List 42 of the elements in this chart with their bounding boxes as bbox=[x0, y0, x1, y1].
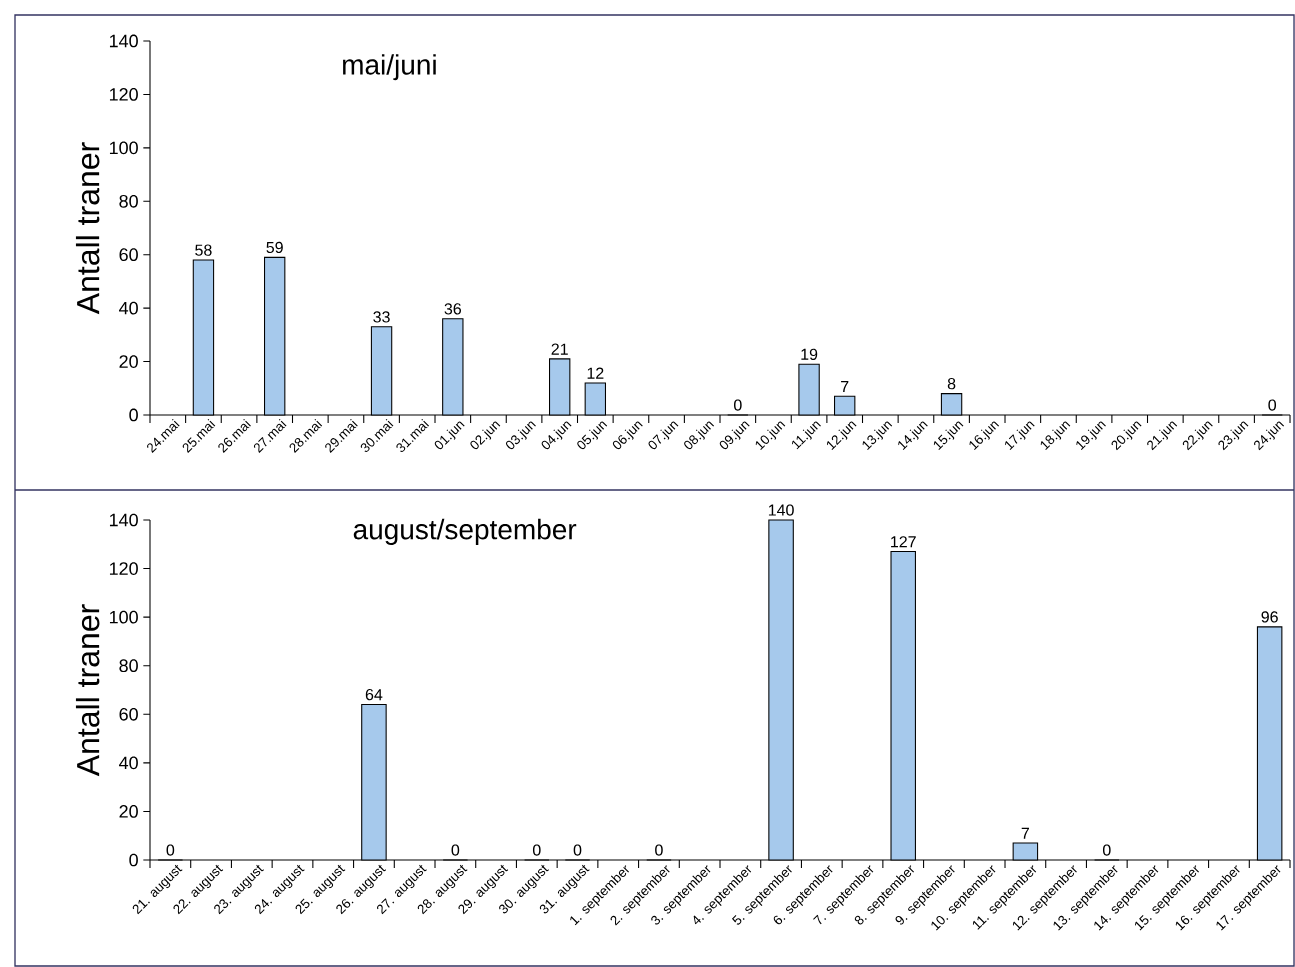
data-label: 8 bbox=[947, 378, 956, 390]
chart-title: august/september bbox=[353, 518, 577, 545]
data-label: 0 bbox=[734, 399, 742, 411]
data-label: 12 bbox=[587, 367, 604, 379]
chart-title: mai/juni bbox=[343, 54, 436, 81]
data-label: 0 bbox=[573, 844, 582, 856]
y-tick-label: 40 bbox=[119, 756, 138, 770]
y-tick-label: 0 bbox=[129, 408, 138, 422]
data-label: 64 bbox=[365, 688, 383, 701]
y-tick-label: 60 bbox=[119, 707, 138, 721]
data-label: 96 bbox=[1261, 611, 1278, 623]
data-label: 21 bbox=[551, 343, 568, 355]
y-tick-label: 100 bbox=[109, 141, 138, 155]
y-tick-label: 0 bbox=[129, 853, 138, 867]
y-tick-label: 80 bbox=[119, 194, 138, 208]
y-tick-label: 60 bbox=[119, 248, 138, 262]
y-tick-label: 140 bbox=[109, 34, 138, 48]
data-label: 7 bbox=[1021, 827, 1030, 839]
y-tick-label: 120 bbox=[109, 88, 138, 101]
y-tick-label: 40 bbox=[119, 301, 138, 315]
data-label: 140 bbox=[768, 504, 794, 516]
data-label: 0 bbox=[451, 844, 460, 856]
data-label: 0 bbox=[655, 844, 663, 856]
data-label: 58 bbox=[195, 244, 212, 256]
y-tick-label: 140 bbox=[109, 513, 138, 527]
data-label: 0 bbox=[166, 844, 175, 856]
y-tick-label: 80 bbox=[119, 659, 138, 673]
y-tick-label: 120 bbox=[109, 562, 138, 575]
data-label: 7 bbox=[841, 381, 849, 393]
y-tick-label: 20 bbox=[119, 355, 138, 368]
y-tick-label: 20 bbox=[119, 805, 138, 818]
data-label: 36 bbox=[444, 303, 462, 315]
data-label: 0 bbox=[1268, 399, 1277, 411]
data-label: 0 bbox=[532, 844, 541, 856]
y-axis-title: Antall traner bbox=[75, 604, 100, 777]
data-label: 19 bbox=[801, 348, 818, 360]
data-label: 0 bbox=[1102, 844, 1111, 856]
y-tick-label: 100 bbox=[109, 610, 138, 624]
data-label: 127 bbox=[891, 536, 916, 548]
data-label: 59 bbox=[266, 241, 283, 254]
y-axis-title: Antall traner bbox=[75, 142, 100, 315]
data-label: 33 bbox=[373, 311, 390, 323]
